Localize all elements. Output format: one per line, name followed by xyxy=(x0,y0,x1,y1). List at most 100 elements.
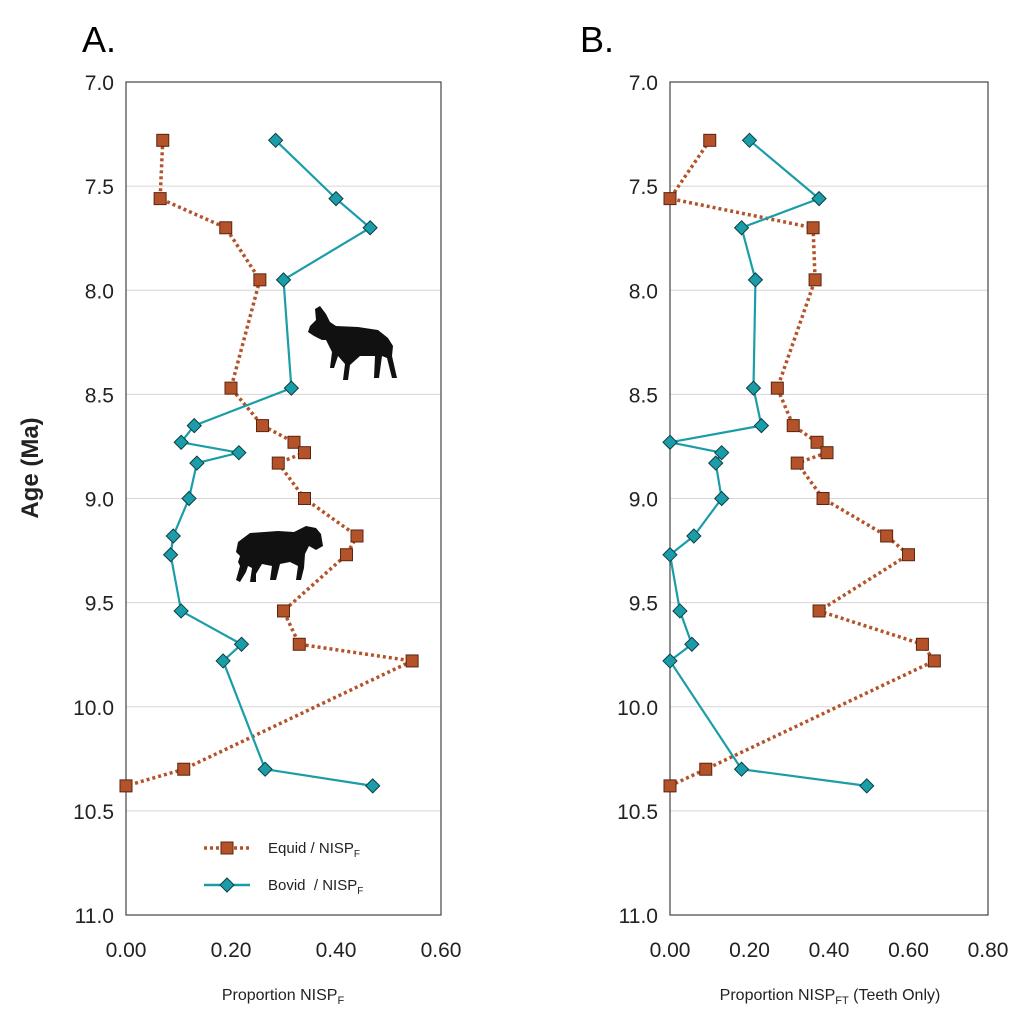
panel-b-label: B. xyxy=(580,19,614,60)
legend-bovid-label-sub: F xyxy=(357,886,363,897)
horse-silhouette-icon xyxy=(236,526,323,582)
legend-item-equid: Equid / NISPF xyxy=(204,840,360,860)
bovid-point xyxy=(859,778,875,794)
panel-a-series-lines xyxy=(125,139,414,788)
bovid-point xyxy=(662,547,678,563)
panel-a-label: A. xyxy=(82,19,116,60)
y-tick-label: 8.0 xyxy=(85,280,114,303)
panel-b-y-tick-labels: 7.0 7.5 8.0 8.5 9.0 9.5 10.0 10.5 11.0 xyxy=(617,72,658,928)
equid-point xyxy=(156,133,170,147)
bovid-point xyxy=(747,272,764,288)
equid-point xyxy=(271,456,285,470)
equid-point xyxy=(820,446,834,460)
equid-series-line xyxy=(125,140,414,788)
equid-point xyxy=(350,529,364,543)
x-tick-label: 0.60 xyxy=(421,939,462,962)
bovid-point xyxy=(328,190,344,207)
bovid-point xyxy=(662,653,678,669)
bovid-point xyxy=(753,417,770,434)
bovid-point xyxy=(165,528,181,544)
legend-item-bovid: Bovid / NISPF xyxy=(204,877,363,897)
bovid-point xyxy=(684,636,700,652)
y-tick-label: 9.5 xyxy=(85,593,114,616)
panel-b-x-tick-labels: 0.00 0.20 0.40 0.60 0.80 xyxy=(650,939,1009,962)
bovid-point xyxy=(257,761,273,777)
equid-point xyxy=(786,419,800,433)
equid-point xyxy=(880,529,894,543)
equid-point xyxy=(340,548,353,562)
legend-equid-label-sub: F xyxy=(354,849,360,860)
y-tick-label: 7.0 xyxy=(629,72,658,95)
legend-equid-label: Equid / NISPF xyxy=(268,840,360,860)
x-tick-label: 0.40 xyxy=(809,939,850,962)
panel-a-plot-frame xyxy=(125,81,442,916)
y-tick-label: 10.0 xyxy=(73,697,114,720)
x-tick-label: 0.80 xyxy=(968,939,1009,962)
bovid-point xyxy=(189,455,205,471)
y-tick-label: 10.5 xyxy=(617,801,658,824)
legend-bovid-label: Bovid / NISPF xyxy=(268,877,363,897)
panel-a-markers xyxy=(119,132,419,794)
equid-point xyxy=(703,133,717,147)
panel-a-x-axis-title: Proportion NISPF xyxy=(222,987,345,1007)
bovid-point xyxy=(745,380,762,396)
bovid-point xyxy=(173,434,189,450)
equid-point xyxy=(810,435,824,449)
y-tick-label: 11.0 xyxy=(75,905,114,928)
equid-point xyxy=(816,492,830,505)
y-tick-label: 7.5 xyxy=(629,176,658,199)
bovid-point xyxy=(733,220,750,236)
y-tick-label: 9.0 xyxy=(629,489,658,512)
y-tick-label: 10.5 xyxy=(73,801,114,824)
equid-point xyxy=(405,654,419,668)
bovid-point xyxy=(267,132,284,149)
equid-point xyxy=(292,637,306,651)
y-tick-label: 7.5 xyxy=(85,176,114,199)
y-tick-label: 8.5 xyxy=(85,384,114,407)
y-tick-label: 11.0 xyxy=(619,905,658,928)
equid-point xyxy=(219,221,233,235)
panel-a-y-tick-labels: 7.0 7.5 8.0 8.5 9.0 9.5 10.0 10.5 11.0 xyxy=(73,72,114,928)
y-tick-label: 10.0 xyxy=(617,697,658,720)
panel-b-markers xyxy=(662,132,941,794)
bovid-point xyxy=(275,272,292,288)
chart-panel-b: B. 7.07.58.08.59.09.510.010.511.0 0.00 0.… xyxy=(580,19,1008,1007)
bovid-point xyxy=(283,380,300,396)
equid-point xyxy=(298,492,311,505)
equid-point xyxy=(277,604,290,618)
bovid-point xyxy=(231,444,247,461)
bovid-point xyxy=(362,220,378,236)
legend-bovid-marker xyxy=(219,877,235,893)
equid-point xyxy=(663,779,677,793)
equid-point xyxy=(699,762,713,776)
x-tick-label: 0.20 xyxy=(729,939,770,962)
panel-a-x-axis-title-sub: F xyxy=(337,995,344,1007)
bovid-point xyxy=(672,603,688,619)
bovid-point xyxy=(811,190,827,207)
bovid-point xyxy=(181,490,197,507)
y-tick-label: 8.5 xyxy=(629,384,658,407)
equid-point xyxy=(915,637,929,651)
equid-point xyxy=(663,192,677,206)
equid-point xyxy=(812,604,826,618)
panel-b-plot-frame xyxy=(669,81,989,916)
y-tick-label: 7.0 xyxy=(85,72,114,95)
panel-a-x-tick-labels: 0.00 0.20 0.40 0.60 xyxy=(106,939,462,962)
x-tick-label: 0.20 xyxy=(211,939,252,962)
bovid-point xyxy=(662,434,678,450)
equid-point xyxy=(298,446,311,460)
bovid-point xyxy=(215,653,231,669)
x-tick-label: 0.00 xyxy=(106,939,147,962)
bovid-point xyxy=(741,132,758,149)
panel-b-x-axis-title-sub: FT xyxy=(835,995,849,1007)
equid-point xyxy=(902,548,915,562)
equid-point xyxy=(224,381,238,395)
equid-point xyxy=(153,192,167,206)
x-tick-label: 0.00 xyxy=(650,939,691,962)
y-axis-title: Age (Ma) xyxy=(17,417,44,518)
equid-point xyxy=(253,273,267,287)
bovid-point xyxy=(733,761,750,777)
bovid-point xyxy=(233,636,250,652)
x-tick-label: 0.60 xyxy=(888,939,929,962)
